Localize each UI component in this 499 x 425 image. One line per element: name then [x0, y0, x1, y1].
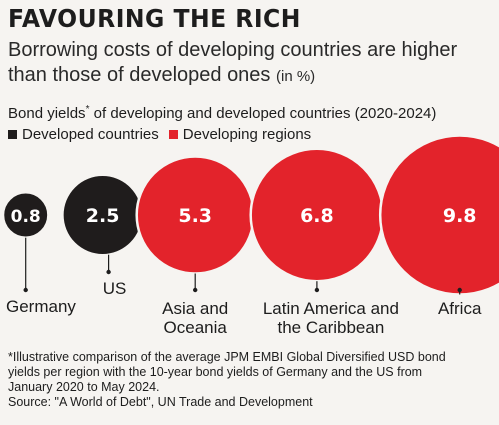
bubble-africa: [378, 134, 499, 296]
subtitle: Borrowing costs of developing countries …: [8, 38, 493, 89]
legend-label-developing: Developing regions: [182, 126, 312, 143]
category-label: the Caribbean: [277, 318, 384, 337]
subtitle-text: Borrowing costs of developing countries …: [8, 39, 458, 86]
category-label: Latin America and: [263, 299, 399, 318]
legend-item-developed: Developed countries: [8, 126, 159, 143]
legend-swatch-developed: [8, 130, 17, 139]
value-label: 0.8: [11, 207, 41, 227]
chart-title-marker: *: [85, 104, 90, 115]
category-label: US: [103, 279, 127, 298]
legend-item-developing: Developing regions: [168, 126, 312, 143]
footnote-line-3: January 2020 to May 2024.: [8, 380, 160, 394]
category-label: Asia and: [162, 299, 228, 318]
value-label: 2.5: [86, 205, 120, 227]
value-label: 9.8: [443, 205, 477, 227]
leader-dot: [457, 287, 462, 293]
legend-swatch-developing: [168, 130, 178, 139]
leader-dot: [193, 287, 198, 293]
subtitle-unit: (in %): [276, 68, 316, 85]
footnote-line-2: yields per region with the 10-year bond …: [8, 365, 423, 379]
category-label: Africa: [438, 299, 482, 318]
value-label: 6.8: [300, 205, 334, 227]
footnote-line-1: *Illustrative comparison of the average …: [8, 350, 446, 364]
value-label: 5.3: [178, 205, 212, 227]
chart-title-rest: of developing and developed countries (2…: [89, 105, 437, 122]
footnote: *Illustrative comparison of the average …: [8, 350, 496, 410]
chart-title-main: Bond yields: [8, 105, 86, 122]
headline: FAVOURING THE RICH: [8, 4, 301, 33]
leader-dot: [23, 287, 28, 293]
legend-label-developed: Developed countries: [22, 126, 159, 143]
category-label: Germany: [6, 297, 76, 316]
category-label: Oceania: [164, 318, 228, 337]
leader-dot: [314, 287, 320, 293]
legend: Developed countries Developing regions: [8, 126, 321, 143]
leader-dot: [106, 269, 111, 275]
footnote-source: Source: "A World of Debt", UN Trade and …: [8, 395, 313, 409]
chart-title: Bond yields* of developing and developed…: [8, 104, 436, 122]
